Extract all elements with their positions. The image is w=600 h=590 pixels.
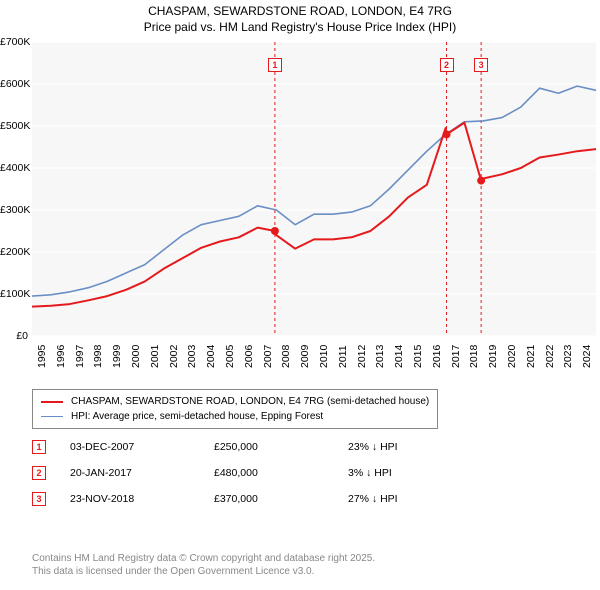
footer-line2: This data is licensed under the Open Gov… [32,565,375,578]
footer: Contains HM Land Registry data © Crown c… [32,552,375,578]
annotation-delta: 27% ↓ HPI [348,493,458,505]
x-tick-label: 2016 [431,345,443,368]
x-tick-label: 2019 [487,345,499,368]
legend-row: HPI: Average price, semi-detached house,… [41,409,429,424]
annotation-delta: 3% ↓ HPI [348,467,458,479]
x-tick-label: 2003 [186,345,198,368]
chart-container: CHASPAM, SEWARDSTONE ROAD, LONDON, E4 7R… [0,0,600,590]
annotation-row: 3 23-NOV-2018 £370,000 27% ↓ HPI [32,486,458,512]
legend-swatch [41,401,63,403]
x-tick-label: 1995 [36,345,48,368]
y-tick-label: £600K [0,78,28,90]
legend-label: HPI: Average price, semi-detached house,… [71,409,323,424]
x-tick-label: 1996 [55,345,67,368]
y-tick-label: £100K [0,288,28,300]
legend-swatch [41,416,63,417]
x-tick-label: 2002 [168,345,180,368]
x-tick-label: 2014 [393,345,405,368]
x-tick-label: 2009 [299,345,311,368]
annotation-row: 2 20-JAN-2017 £480,000 3% ↓ HPI [32,460,458,486]
annotation-price: £250,000 [214,441,324,453]
x-tick-label: 2007 [262,345,274,368]
y-tick-label: £300K [0,204,28,216]
chart-marker-box: 2 [440,58,454,72]
annotations-table: 1 03-DEC-2007 £250,000 23% ↓ HPI 2 20-JAN-201… [32,434,458,512]
x-tick-label: 2010 [318,345,330,368]
x-tick-label: 2000 [130,345,142,368]
x-tick-label: 1999 [111,345,123,368]
annotation-marker-box: 2 [32,466,46,480]
x-tick-label: 2001 [149,345,161,368]
annotation-delta: 23% ↓ HPI [348,441,458,453]
x-tick-label: 2004 [205,345,217,368]
chart-svg [0,0,600,386]
x-tick-label: 2020 [506,345,518,368]
x-tick-label: 1998 [92,345,104,368]
y-tick-label: £400K [0,162,28,174]
annotation-price: £370,000 [214,493,324,505]
x-tick-label: 2023 [562,345,574,368]
x-tick-label: 2018 [468,345,480,368]
y-tick-label: £0 [0,330,28,342]
annotation-date: 03-DEC-2007 [70,441,190,453]
chart-marker-box: 1 [268,58,282,72]
x-tick-label: 2022 [544,345,556,368]
x-tick-label: 2006 [243,345,255,368]
annotation-row: 1 03-DEC-2007 £250,000 23% ↓ HPI [32,434,458,460]
y-tick-label: £200K [0,246,28,258]
annotation-date: 23-NOV-2018 [70,493,190,505]
x-tick-label: 2011 [337,345,349,368]
annotation-price: £480,000 [214,467,324,479]
x-tick-label: 2012 [356,345,368,368]
x-tick-label: 2008 [280,345,292,368]
x-tick-label: 2015 [412,345,424,368]
legend-row: CHASPAM, SEWARDSTONE ROAD, LONDON, E4 7R… [41,394,429,409]
y-tick-label: £500K [0,120,28,132]
x-tick-label: 1997 [74,345,86,368]
legend-label: CHASPAM, SEWARDSTONE ROAD, LONDON, E4 7R… [71,394,429,409]
legend: CHASPAM, SEWARDSTONE ROAD, LONDON, E4 7R… [32,389,438,429]
annotation-marker-box: 1 [32,440,46,454]
annotation-date: 20-JAN-2017 [70,467,190,479]
x-tick-label: 2024 [581,345,593,368]
chart-marker-box: 3 [474,58,488,72]
y-tick-label: £700K [0,36,28,48]
x-tick-label: 2005 [224,345,236,368]
x-tick-label: 2013 [374,345,386,368]
footer-line1: Contains HM Land Registry data © Crown c… [32,552,375,565]
annotation-marker-box: 3 [32,492,46,506]
x-tick-label: 2021 [525,345,537,368]
x-tick-label: 2017 [450,345,462,368]
